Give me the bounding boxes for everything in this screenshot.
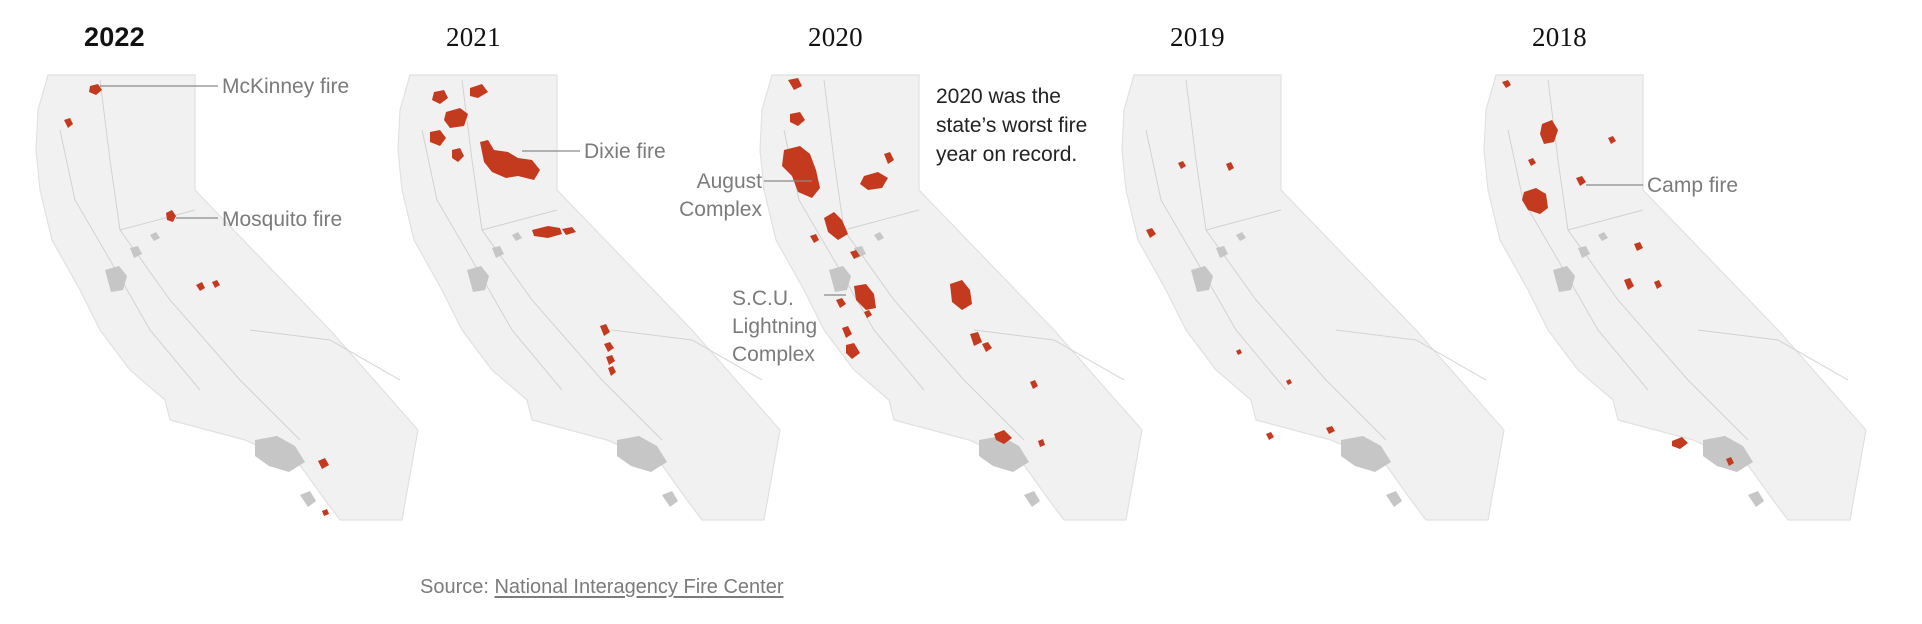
annotation-worst-year: 2020 was the state’s worst fire year on … (936, 85, 1088, 166)
california-map-2018 (1483, 74, 1867, 521)
california-map-2019 (1121, 74, 1505, 521)
urban-areas (1553, 232, 1764, 507)
state-shape (759, 74, 1143, 521)
fire-perimeters (1146, 161, 1335, 440)
roads (59, 79, 401, 441)
roads (421, 79, 763, 441)
fire-label-mckinney: McKinney fire (222, 75, 350, 98)
urban-areas (467, 232, 678, 507)
roads (1507, 79, 1849, 441)
source-prefix: Source: (420, 576, 495, 598)
california-map-2022 (35, 74, 419, 521)
state-shape (1483, 74, 1867, 521)
map-panel-2019: 2019 (1086, 0, 1505, 540)
source-link[interactable]: National Interagency Fire Center (494, 576, 784, 598)
fire-label-scu-lightning-complex: S.C.U. Lightning Complex (732, 285, 817, 369)
urban-areas (1191, 232, 1402, 507)
map-panel-2018: 2018 Camp fire (1448, 0, 1867, 540)
urban-areas (829, 232, 1040, 507)
map-panel-2021: 2021 Dixie fire (362, 0, 781, 540)
fire-perimeters (430, 84, 616, 376)
year-heading-2018: 2018 (1532, 22, 1587, 52)
fire-label-august-complex-text: August Complex (679, 170, 762, 221)
california-map-2020 (759, 74, 1143, 521)
fire-label-dixie: Dixie fire (584, 140, 666, 163)
map-panel-2020: 2020 August Complex S.C.U. Lightning Com… (679, 0, 1143, 540)
fire-perimeters (64, 84, 329, 516)
fire-label-scu-text: S.C.U. Lightning Complex (732, 287, 818, 366)
state-shape (35, 74, 419, 521)
state-shape (1121, 74, 1505, 521)
state-shape (397, 74, 781, 521)
fire-perimeters (782, 78, 1045, 447)
year-heading-2019: 2019 (1170, 22, 1225, 52)
source-credit: Source: National Interagency Fire Center (420, 576, 784, 599)
fire-label-mosquito: Mosquito fire (222, 208, 343, 231)
year-heading-2020: 2020 (808, 22, 863, 52)
fire-perimeters (1502, 80, 1734, 466)
urban-areas (105, 232, 316, 507)
year-heading-2022: 2022 (84, 22, 145, 52)
fire-label-camp: Camp fire (1647, 174, 1739, 197)
roads (1145, 79, 1487, 441)
year-heading-2021: 2021 (446, 22, 501, 52)
fire-label-august-complex: August Complex (674, 168, 762, 224)
map-panel-2022: 2022 McKinney fire Mosquito fire (0, 0, 419, 540)
california-map-2021 (397, 74, 781, 521)
